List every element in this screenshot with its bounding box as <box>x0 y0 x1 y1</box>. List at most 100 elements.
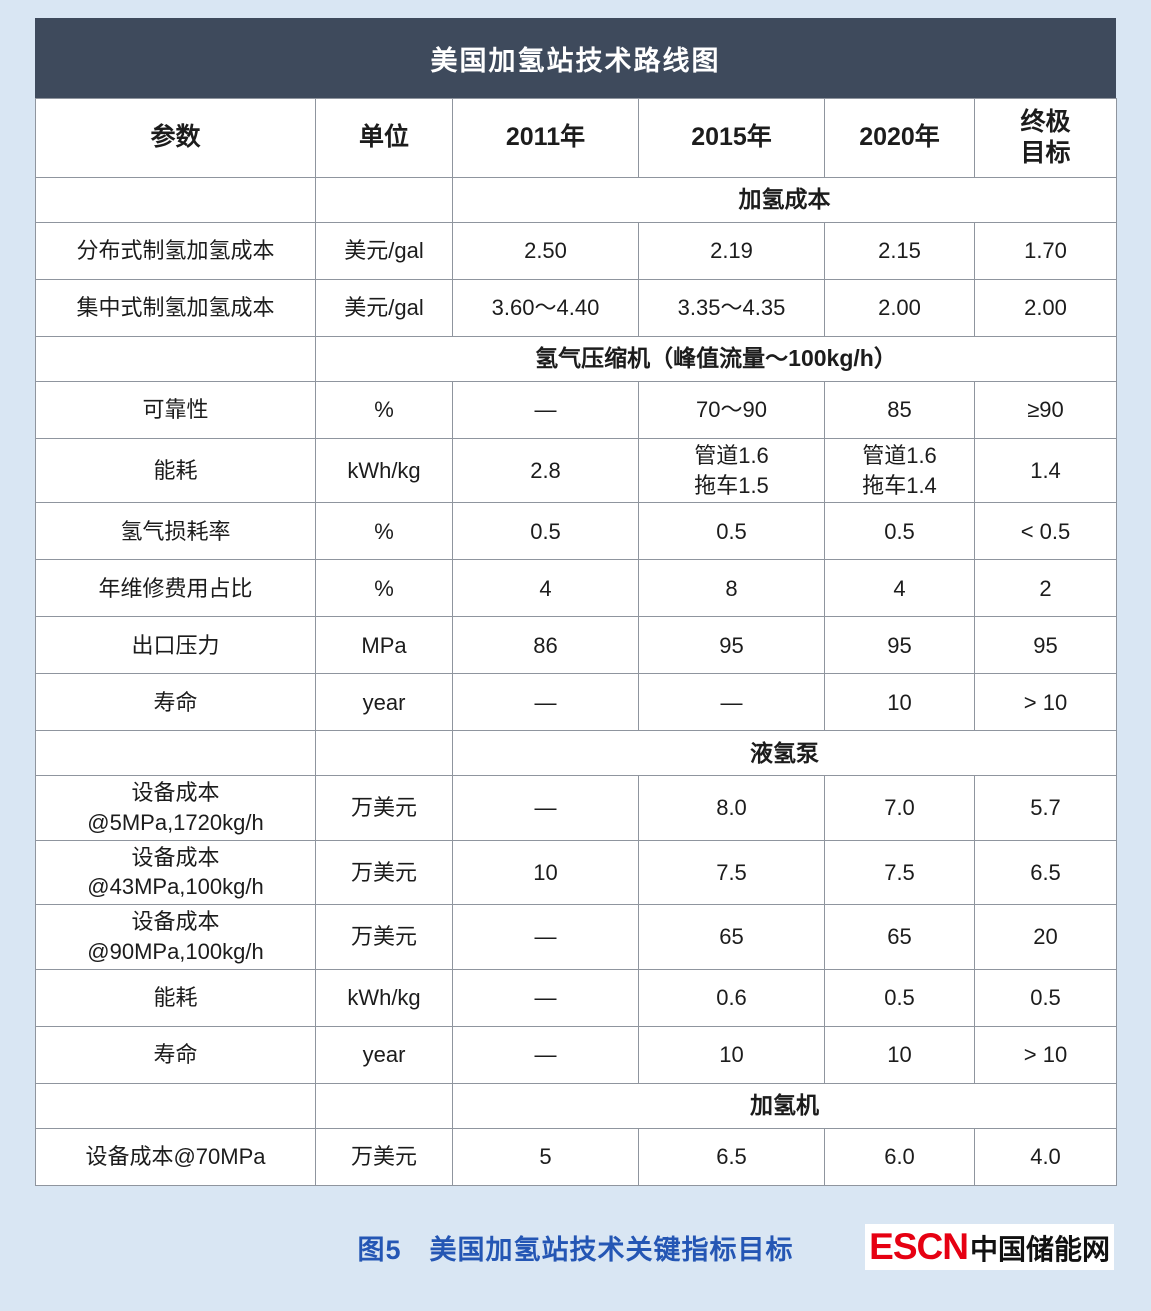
value-cell: 10 <box>824 1025 975 1084</box>
unit-cell: % <box>315 559 453 618</box>
value-cell: 2.15 <box>824 222 975 280</box>
value-cell: 管道1.6 拖车1.5 <box>638 437 825 504</box>
param-cell: 设备成本 @90MPa,100kg/h <box>35 904 316 970</box>
param-cell: 可靠性 <box>35 381 316 439</box>
section-label: 加氢成本 <box>452 177 1117 223</box>
value-cell: — <box>452 673 639 732</box>
value-cell: 6.5 <box>974 839 1117 906</box>
table-row: 寿命 year — —10 > 10 <box>35 673 1117 732</box>
unit-cell: 万美元 <box>315 775 453 841</box>
table-row: 设备成本 @90MPa,100kg/h 万美元 —65 65 20 <box>35 904 1117 970</box>
section-label: 加氢机 <box>452 1082 1117 1129</box>
value-cell: 86 <box>452 616 639 675</box>
param-cell: 寿命 <box>35 673 316 732</box>
param-cell: 氢气损耗率 <box>35 502 316 561</box>
param-cell: 出口压力 <box>35 616 316 675</box>
empty-cell <box>315 177 453 223</box>
column-header: 参数 <box>35 98 316 178</box>
table-row: 出口压力 MPa 86 95 95 95 <box>35 616 1117 675</box>
empty-cell <box>315 730 453 777</box>
value-cell: 20 <box>974 904 1117 970</box>
table-row: 可靠性% —70～90 85 ≥90 <box>35 381 1117 439</box>
table-row: 氢气损耗率% 0.5 0.5 0.5 < 0.5 <box>35 502 1117 561</box>
unit-cell: 美元/gal <box>315 279 453 337</box>
value-cell: 8 <box>638 559 825 618</box>
roadmap-table: 参数 单位 2011年 2015年 2020年 终极 目标 加氢成本分布式制氢加氢成本 美元… <box>35 98 1117 1186</box>
unit-cell: 万美元 <box>315 839 453 906</box>
unit-cell: year <box>315 673 453 732</box>
table-row: 年维修费用占比% 4 8 4 2 <box>35 559 1117 618</box>
section-label: 氢气压缩机（峰值流量～100kg/h） <box>315 336 1117 382</box>
unit-cell: kWh/kg <box>315 437 453 504</box>
value-cell: 10 <box>638 1025 825 1084</box>
header-row: 参数 单位 2011年 2015年 2020年 终极 目标 <box>35 98 1117 178</box>
empty-cell <box>35 730 316 777</box>
param-cell: 设备成本@70MPa <box>35 1127 316 1186</box>
param-cell: 设备成本 @5MPa,1720kg/h <box>35 775 316 841</box>
value-cell: 5.7 <box>974 775 1117 841</box>
param-cell: 分布式制氢加氢成本 <box>35 222 316 280</box>
value-cell: 3.35～4.35 <box>638 279 825 337</box>
value-cell: 8.0 <box>638 775 825 841</box>
column-header: 单位 <box>315 98 453 178</box>
param-cell: 设备成本 @43MPa,100kg/h <box>35 839 316 906</box>
value-cell: 95 <box>824 616 975 675</box>
value-cell: 65 <box>638 904 825 970</box>
param-cell: 集中式制氢加氢成本 <box>35 279 316 337</box>
value-cell: 1.70 <box>974 222 1117 280</box>
section-row: 氢气压缩机（峰值流量～100kg/h） <box>35 336 1117 382</box>
value-cell: 3.60～4.40 <box>452 279 639 337</box>
value-cell: — <box>638 673 825 732</box>
value-cell: 70～90 <box>638 381 825 439</box>
section-row: 液氢泵 <box>35 730 1117 777</box>
value-cell: 2.00 <box>824 279 975 337</box>
value-cell: — <box>452 968 639 1027</box>
value-cell: 5 <box>452 1127 639 1186</box>
table-row: 能耗 kWh/kg 2.8 管道1.6 拖车1.5 管道1.6 拖车1.4 1.4 <box>35 437 1117 504</box>
value-cell: 0.5 <box>824 968 975 1027</box>
table-row: 设备成本@70MPa 万美元 5 6.5 6.0 4.0 <box>35 1127 1117 1186</box>
unit-cell: % <box>315 381 453 439</box>
table-body: 加氢成本 分布式制氢加氢成本 美元/gal 2.50 2.19 2.15 1.70 集中式制氢… <box>35 177 1117 1186</box>
param-cell: 能耗 <box>35 968 316 1027</box>
table-title: 美国加氢站技术路线图 <box>430 45 721 76</box>
value-cell: 10 <box>452 839 639 906</box>
empty-cell <box>35 1082 316 1129</box>
value-cell: — <box>452 381 639 439</box>
value-cell: > 10 <box>974 1025 1117 1084</box>
value-cell: 管道1.6 拖车1.4 <box>824 437 975 504</box>
column-header: 2015年 <box>638 98 825 178</box>
value-cell: 1.4 <box>974 437 1117 504</box>
table-row: 能耗 kWh/kg —0.6 0.5 0.5 <box>35 968 1117 1027</box>
table-row: 设备成本 @5MPa,1720kg/h 万美元 —8.0 7.0 5.7 <box>35 775 1117 841</box>
table-row: 集中式制氢加氢成本 美元/gal 3.60～4.40 3.35～4.35 2.00 2.0… <box>35 279 1117 337</box>
value-cell: 2 <box>974 559 1117 618</box>
value-cell: 0.5 <box>974 968 1117 1027</box>
table-row: 寿命 year —10 10 > 10 <box>35 1025 1117 1084</box>
param-cell: 年维修费用占比 <box>35 559 316 618</box>
column-header: 终极 目标 <box>974 98 1117 178</box>
value-cell: 6.5 <box>638 1127 825 1186</box>
param-cell: 寿命 <box>35 1025 316 1084</box>
value-cell: 4.0 <box>974 1127 1117 1186</box>
value-cell: 2.8 <box>452 437 639 504</box>
figure-footer: 图5 美国加氢站技术关键指标目标 ESCN 中国储能网 <box>35 1218 1116 1278</box>
escn-logo-cn-text: 中国储能网 <box>969 1233 1110 1265</box>
value-cell: 7.0 <box>824 775 975 841</box>
unit-cell: 美元/gal <box>315 222 453 280</box>
value-cell: 0.5 <box>638 502 825 561</box>
value-cell: 4 <box>452 559 639 618</box>
value-cell: 7.5 <box>824 839 975 906</box>
value-cell: — <box>452 1025 639 1084</box>
section-row: 加氢机 <box>35 1082 1117 1129</box>
unit-cell: 万美元 <box>315 1127 453 1186</box>
value-cell: > 10 <box>974 673 1117 732</box>
value-cell: — <box>452 904 639 970</box>
value-cell: 65 <box>824 904 975 970</box>
unit-cell: year <box>315 1025 453 1084</box>
value-cell: 10 <box>824 673 975 732</box>
value-cell: 6.0 <box>824 1127 975 1186</box>
column-header: 2020年 <box>824 98 975 178</box>
figure-caption: 图5 美国加氢站技术关键指标目标 <box>357 1234 794 1265</box>
value-cell: 2.19 <box>638 222 825 280</box>
